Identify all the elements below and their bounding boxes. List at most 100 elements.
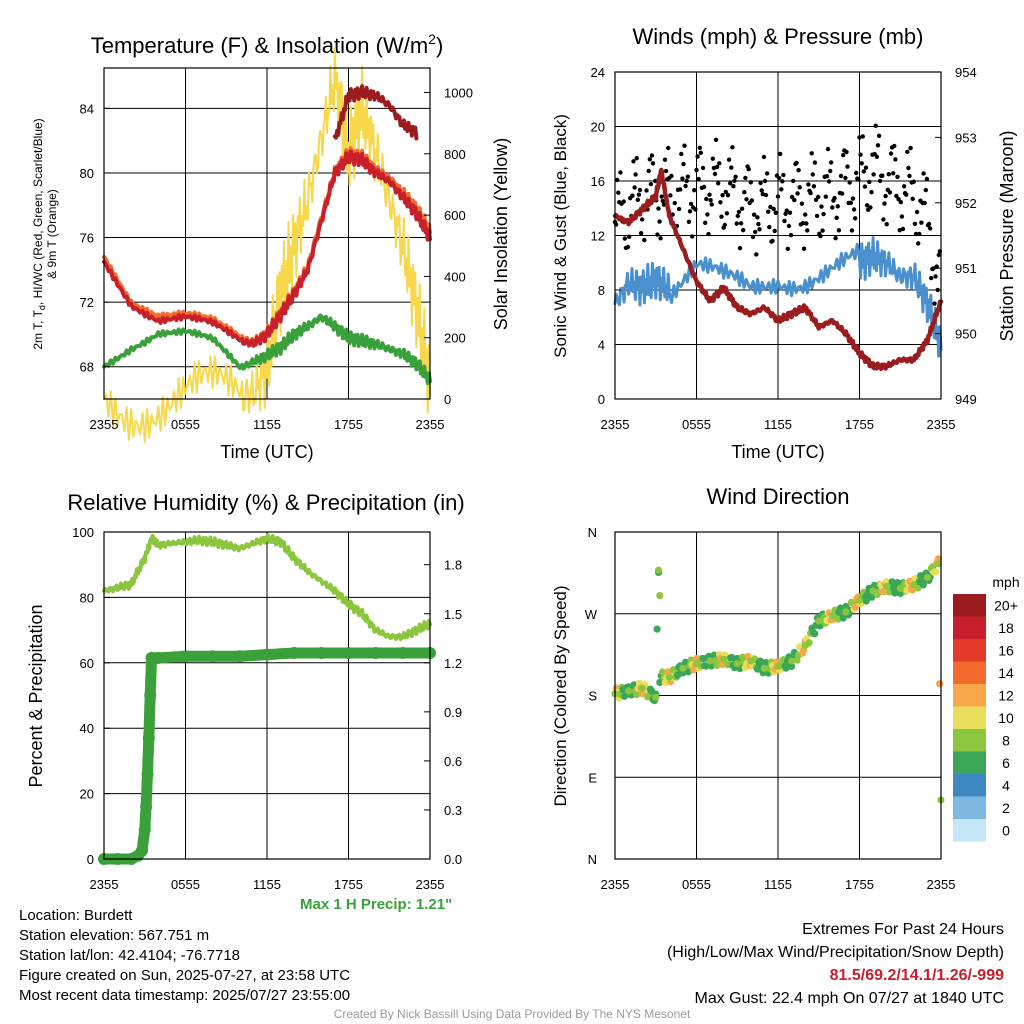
gust-point bbox=[625, 244, 631, 250]
legend-label: 14 bbox=[998, 665, 1014, 681]
gust-point bbox=[924, 176, 930, 182]
direction-point bbox=[811, 630, 819, 638]
gust-point bbox=[737, 246, 743, 251]
y2-tick-label: 0.0 bbox=[444, 852, 462, 867]
direction-point bbox=[815, 617, 823, 625]
gust-point bbox=[657, 219, 662, 224]
x-tick-label: 0555 bbox=[682, 877, 711, 892]
gust-point bbox=[771, 206, 776, 212]
gust-point bbox=[894, 193, 899, 199]
direction-point bbox=[923, 573, 932, 582]
direction-point bbox=[733, 660, 741, 668]
legend-label: 16 bbox=[998, 642, 1014, 658]
rh-y-label: Percent & Precipitation bbox=[26, 604, 46, 787]
legend-swatch bbox=[953, 751, 986, 774]
y2-tick-label: 600 bbox=[444, 208, 466, 223]
legend-label: 0 bbox=[1002, 822, 1010, 838]
direction-point bbox=[932, 568, 940, 576]
gust-point bbox=[804, 221, 809, 226]
x-tick-label: 0555 bbox=[171, 877, 200, 892]
gust-point bbox=[836, 228, 842, 233]
y-tick-label: 12 bbox=[591, 229, 605, 244]
direction-point bbox=[934, 555, 942, 563]
gust-point bbox=[789, 194, 795, 200]
legend-label: 4 bbox=[1002, 777, 1010, 793]
gust-point bbox=[791, 178, 796, 184]
series-sonic-wind bbox=[613, 236, 943, 358]
gust-point bbox=[668, 193, 673, 198]
direction-point bbox=[842, 608, 850, 616]
gust-point bbox=[936, 252, 941, 258]
direction-point bbox=[801, 641, 809, 650]
gust-point bbox=[884, 222, 889, 227]
gust-point bbox=[799, 201, 805, 206]
station-info: Location: Burdett Station elevation: 567… bbox=[19, 906, 350, 1006]
gust-point bbox=[810, 172, 815, 177]
gust-point bbox=[731, 184, 736, 189]
direction-point bbox=[756, 657, 764, 665]
y-tick-label: 0 bbox=[598, 392, 605, 407]
gust-point bbox=[735, 213, 740, 219]
gust-point bbox=[913, 231, 919, 237]
gust-point bbox=[662, 157, 668, 162]
gust-point bbox=[764, 171, 770, 176]
wind-lines bbox=[612, 123, 944, 372]
credit: Created By Nick Bassill Using Data Provi… bbox=[333, 1007, 691, 1021]
gust-point bbox=[830, 205, 835, 210]
gust-point bbox=[753, 229, 758, 235]
x-tick-label: 1755 bbox=[845, 877, 874, 892]
gust-point bbox=[876, 133, 882, 138]
gust-point bbox=[666, 145, 671, 151]
gust-point bbox=[635, 197, 640, 202]
gust-point bbox=[686, 219, 692, 224]
gust-point bbox=[658, 236, 663, 241]
x-tick-label: 1755 bbox=[334, 417, 363, 432]
legend-label: 6 bbox=[1002, 755, 1010, 771]
dir-frame bbox=[614, 531, 942, 860]
legend-label: 8 bbox=[1002, 732, 1010, 748]
legend-label: 2 bbox=[1002, 800, 1010, 816]
y-tick-label: 8 bbox=[598, 283, 605, 298]
temp-y-ticks: 68 72 76 80 84 bbox=[80, 101, 110, 375]
temp-y-label-line2: & 9m T (Orange) bbox=[45, 189, 59, 279]
elevation: Station elevation: 567.751 m bbox=[19, 927, 210, 944]
y-tick-label: 68 bbox=[80, 360, 94, 375]
gust-point bbox=[935, 287, 940, 293]
gust-point bbox=[663, 168, 669, 174]
direction-point bbox=[883, 582, 891, 591]
max-gust: Max Gust: 22.4 mph On 07/27 at 1840 UTC bbox=[694, 990, 1005, 1007]
y-tick-label: 80 bbox=[80, 166, 94, 181]
gust-point bbox=[888, 151, 894, 156]
gust-point bbox=[828, 168, 833, 174]
direction-point bbox=[839, 614, 847, 622]
direction-point bbox=[855, 596, 864, 604]
legend-swatch bbox=[953, 639, 986, 662]
gust-point bbox=[649, 153, 655, 158]
recent-timestamp: Most recent data timestamp: 2025/07/27 2… bbox=[19, 987, 351, 1004]
gust-point bbox=[626, 234, 632, 239]
rh-lines bbox=[98, 533, 436, 865]
gust-point bbox=[834, 215, 839, 220]
y-tick-label: 60 bbox=[80, 656, 94, 671]
gust-point bbox=[922, 200, 927, 206]
gust-point bbox=[656, 206, 661, 211]
direction-point bbox=[862, 597, 870, 605]
gust-point bbox=[895, 174, 900, 179]
y2-tick-label: 954 bbox=[955, 65, 977, 80]
direction-point bbox=[836, 604, 845, 612]
gust-point bbox=[907, 173, 912, 179]
gust-point bbox=[843, 175, 848, 181]
gust-point bbox=[787, 210, 793, 215]
gust-point bbox=[757, 227, 762, 232]
gust-point bbox=[839, 191, 845, 196]
gust-point bbox=[660, 198, 665, 204]
x-tick-label: 1155 bbox=[253, 877, 281, 892]
gust-point bbox=[672, 200, 677, 206]
gust-point bbox=[923, 187, 928, 193]
gust-point bbox=[805, 228, 810, 233]
direction-point bbox=[656, 592, 664, 600]
gust-point bbox=[693, 207, 698, 212]
extremes: Extremes For Past 24 Hours (High/Low/Max… bbox=[667, 918, 1004, 1010]
gust-point bbox=[636, 192, 642, 197]
dir-y-ticks: N E S W N bbox=[585, 525, 598, 867]
